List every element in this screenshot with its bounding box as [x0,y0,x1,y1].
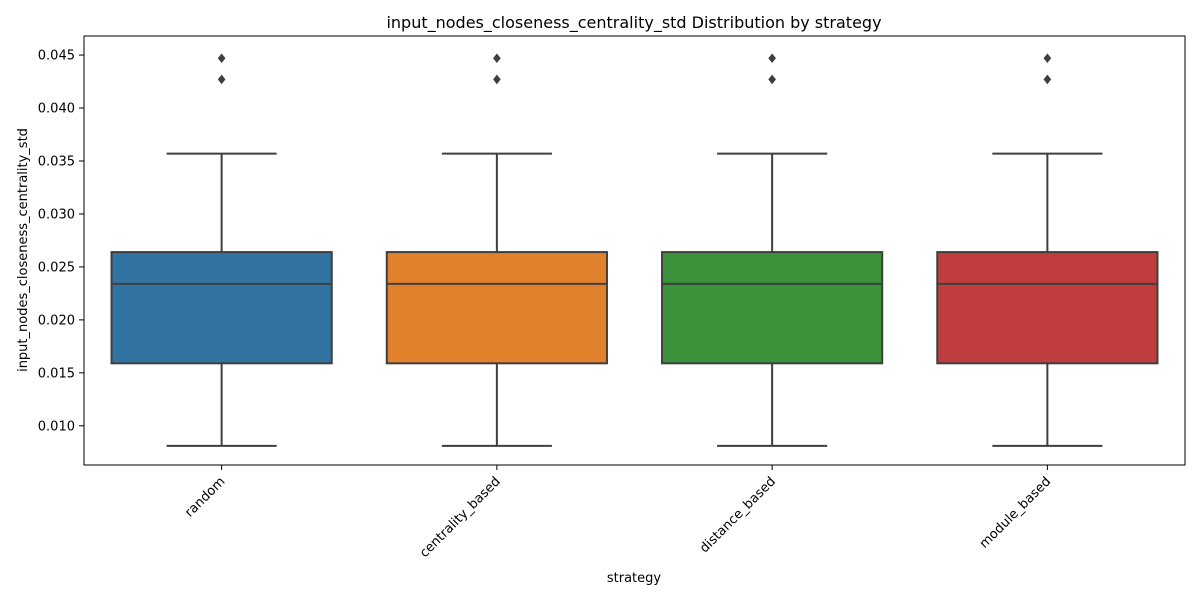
y-tick-label: 0.020 [38,313,75,328]
y-tick-label: 0.015 [38,366,75,381]
y-tick-label: 0.030 [38,207,75,222]
box-iqr [110,251,333,365]
y-tick-label: 0.025 [38,260,75,275]
y-axis-label: input_nodes_closeness_centrality_std [16,128,31,372]
y-tick-label: 0.035 [38,154,75,169]
box-random [110,53,333,447]
box-distance_based [661,53,884,447]
y-tick-label: 0.040 [38,102,75,117]
outlier-point [1043,74,1052,85]
x-tick-label: distance_based [697,474,779,556]
y-axis: 0.010 0.015 0.020 0.025 0.030 0.035 0.040 0.045 [38,49,84,434]
box-iqr [385,251,608,365]
outlier-point [217,53,226,64]
x-axis: random centrality_based distance_based modu… [182,465,1054,561]
x-axis-label: strategy [607,571,662,586]
x-tick-label: random [182,474,228,520]
box-iqr [661,251,884,365]
outlier-point [768,74,776,85]
outlier-point [1043,53,1052,64]
box-module_based [936,53,1159,447]
box-iqr [936,251,1159,365]
box-centrality_based [385,53,608,447]
outlier-point [768,53,776,64]
axes-frame [83,35,1186,466]
chart-title: input_nodes_closeness_centrality_std Dis… [386,13,881,33]
x-tick-label: centrality_based [417,474,504,561]
y-tick-label: 0.045 [38,49,75,64]
plot-area [110,53,1159,447]
outlier-point [493,53,501,64]
outlier-point [493,74,501,85]
outlier-point [217,74,226,85]
x-tick-label: module_based [977,474,1054,551]
y-tick-label: 0.010 [38,419,75,434]
